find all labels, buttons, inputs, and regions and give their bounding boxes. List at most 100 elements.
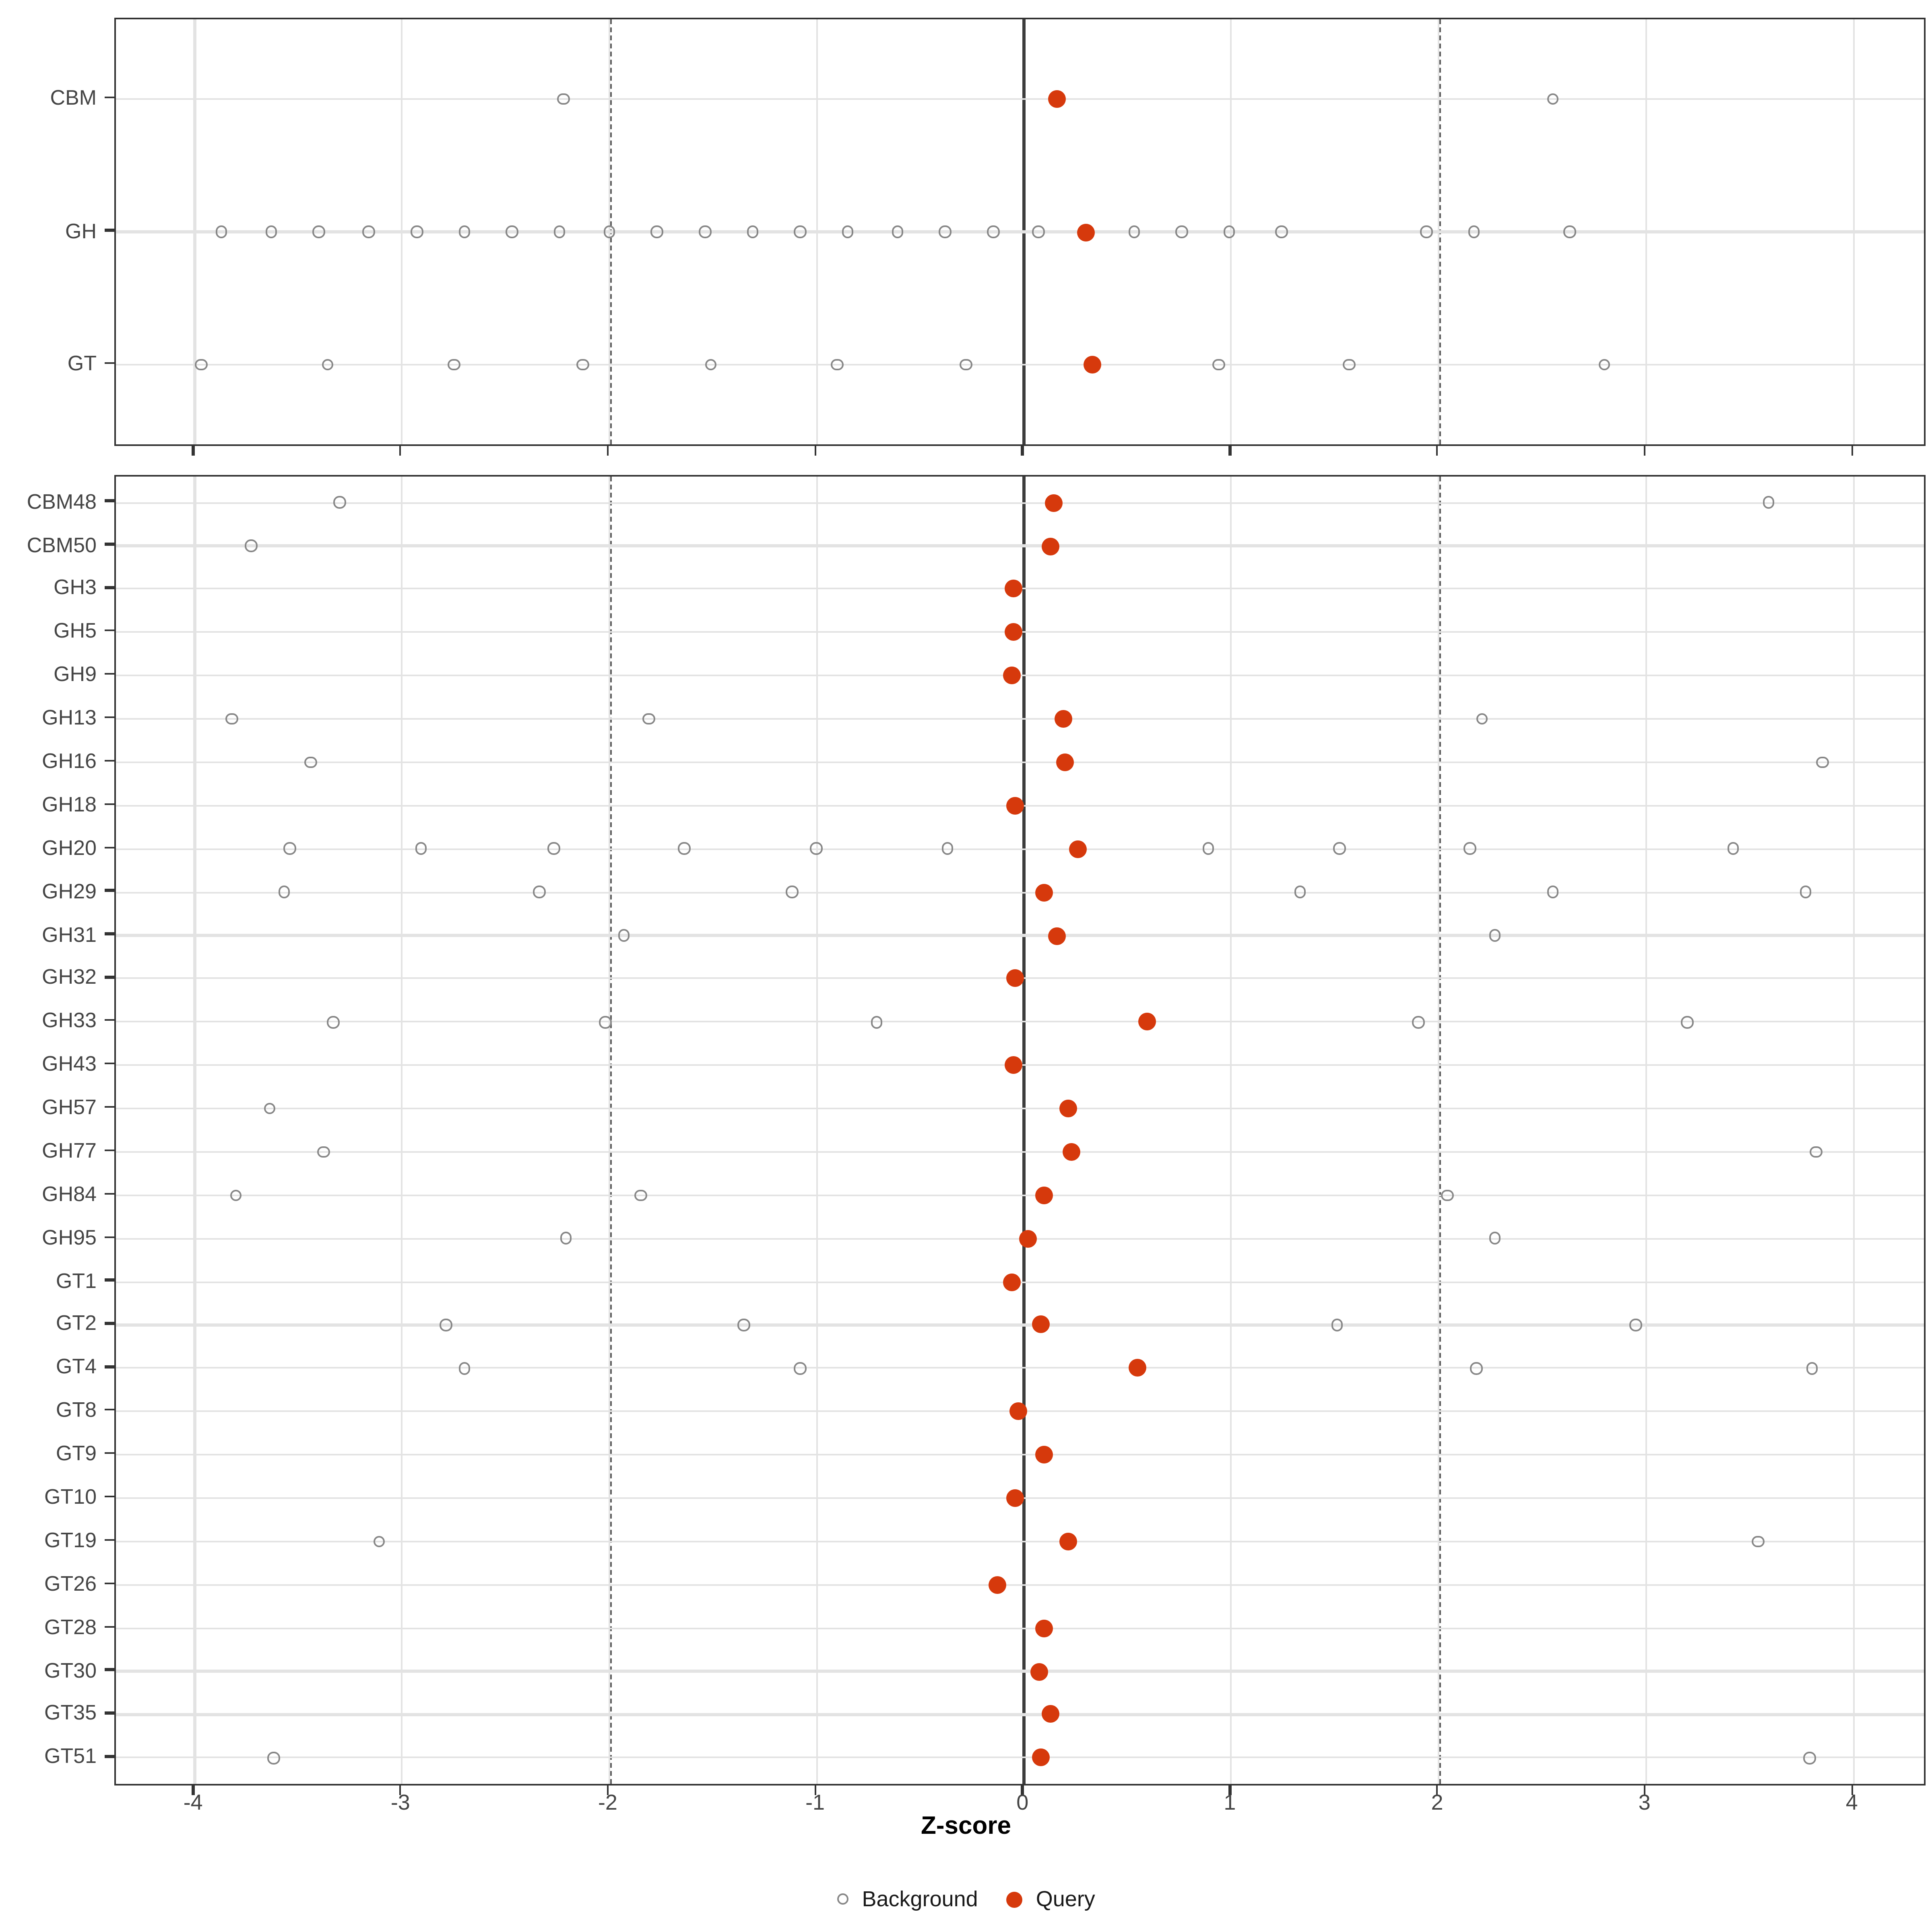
background-dot: [215, 225, 228, 238]
gridline-row: [116, 1454, 1924, 1456]
legend-item-query: Query: [1007, 1887, 1095, 1911]
background-dot: [458, 225, 471, 238]
query-dot: [1069, 840, 1087, 858]
row-label: GH57: [42, 1095, 97, 1119]
y-tick: [105, 933, 114, 935]
y-tick: [105, 1495, 114, 1498]
x-tick: [1643, 1784, 1646, 1796]
row-label: GH18: [42, 792, 97, 816]
x-tick-label: -1: [805, 1790, 825, 1814]
background-dot: [1546, 93, 1559, 105]
background-dot: [265, 225, 278, 238]
query-dot: [1007, 797, 1025, 815]
y-tick: [105, 1755, 114, 1758]
query-dot: [1007, 1489, 1025, 1507]
background-dot: [634, 1189, 647, 1201]
query-dot: [1059, 1100, 1077, 1118]
row-label: GH95: [42, 1224, 97, 1249]
row-label: CBM48: [27, 489, 97, 513]
background-dot: [678, 842, 690, 855]
gridline-x: [194, 477, 196, 1784]
x-tick: [192, 1784, 194, 1796]
query-dot: [1032, 1316, 1050, 1334]
background-dot: [226, 713, 238, 725]
y-tick: [105, 889, 114, 892]
query-dot: [1044, 493, 1062, 512]
background-dot: [1468, 225, 1480, 238]
gridline-x: [1852, 477, 1855, 1784]
query-dot: [1005, 623, 1023, 642]
background-dot: [871, 1016, 883, 1028]
background-dot: [1804, 1752, 1816, 1764]
row-label: GH43: [42, 1051, 97, 1076]
legend-label-background: Background: [862, 1887, 978, 1911]
query-dot: [1036, 883, 1054, 901]
background-dot: [1727, 842, 1740, 855]
background-dot: [1331, 1319, 1344, 1331]
row-label: GT9: [56, 1441, 97, 1466]
x-tick-label: 2: [1431, 1790, 1443, 1814]
y-tick: [105, 846, 114, 848]
query-dot: [1042, 1705, 1060, 1724]
background-dot: [547, 842, 560, 855]
query-dot: [1129, 1359, 1147, 1377]
y-tick: [105, 229, 114, 231]
query-dot: [1063, 1143, 1081, 1161]
gridline-x: [1645, 477, 1647, 1784]
y-tick: [105, 1712, 114, 1714]
background-dot: [533, 886, 545, 898]
x-tick: [607, 445, 609, 456]
row-label: GT: [67, 351, 97, 375]
gridline-row: [116, 1151, 1924, 1153]
gridline-row: [116, 1194, 1924, 1196]
y-tick: [105, 1409, 114, 1411]
gridline-row: [116, 502, 1924, 504]
reference-line-dashed: [609, 477, 611, 1784]
y-tick: [105, 760, 114, 762]
gridline-row: [116, 1107, 1924, 1110]
background-dot: [642, 713, 655, 725]
gridline-row: [116, 1021, 1924, 1023]
gridline-row: [116, 231, 1924, 233]
background-dot: [317, 1146, 330, 1158]
background-dot: [410, 225, 423, 238]
background-dot: [794, 1362, 807, 1375]
background-dot: [1800, 886, 1812, 898]
background-dot: [1223, 225, 1236, 238]
background-dot: [842, 225, 854, 238]
background-dot-icon: [837, 1893, 849, 1905]
query-dot: [1137, 1013, 1156, 1031]
y-tick: [105, 673, 114, 675]
gridline-row: [116, 1757, 1924, 1759]
background-dot: [941, 842, 954, 855]
y-tick: [105, 1582, 114, 1584]
background-dot: [278, 886, 290, 898]
background-dot: [1816, 756, 1829, 768]
background-dot: [891, 225, 904, 238]
background-dot: [1294, 886, 1306, 898]
background-dot: [939, 225, 952, 238]
gridline-row: [116, 761, 1924, 764]
background-dot: [1806, 1362, 1818, 1375]
y-tick: [105, 1149, 114, 1152]
row-label: GT30: [44, 1657, 97, 1682]
y-tick: [105, 1106, 114, 1108]
background-dot: [1333, 842, 1346, 855]
row-label: GH20: [42, 835, 97, 859]
background-dot: [1681, 1016, 1694, 1028]
legend-item-background: Background: [837, 1887, 978, 1911]
background-dot: [1598, 358, 1611, 371]
gridline-x: [1230, 477, 1232, 1784]
background-dot: [305, 756, 317, 768]
background-dot: [415, 842, 427, 855]
background-dot: [1470, 1362, 1482, 1375]
x-tick: [1228, 445, 1231, 456]
background-dot: [1202, 842, 1215, 855]
row-label: GH5: [54, 619, 97, 643]
background-dot: [363, 225, 375, 238]
gridline-row: [116, 1713, 1924, 1716]
query-dot: [1036, 1446, 1054, 1464]
gridline-x: [401, 477, 403, 1784]
row-label: GH3: [54, 575, 97, 600]
